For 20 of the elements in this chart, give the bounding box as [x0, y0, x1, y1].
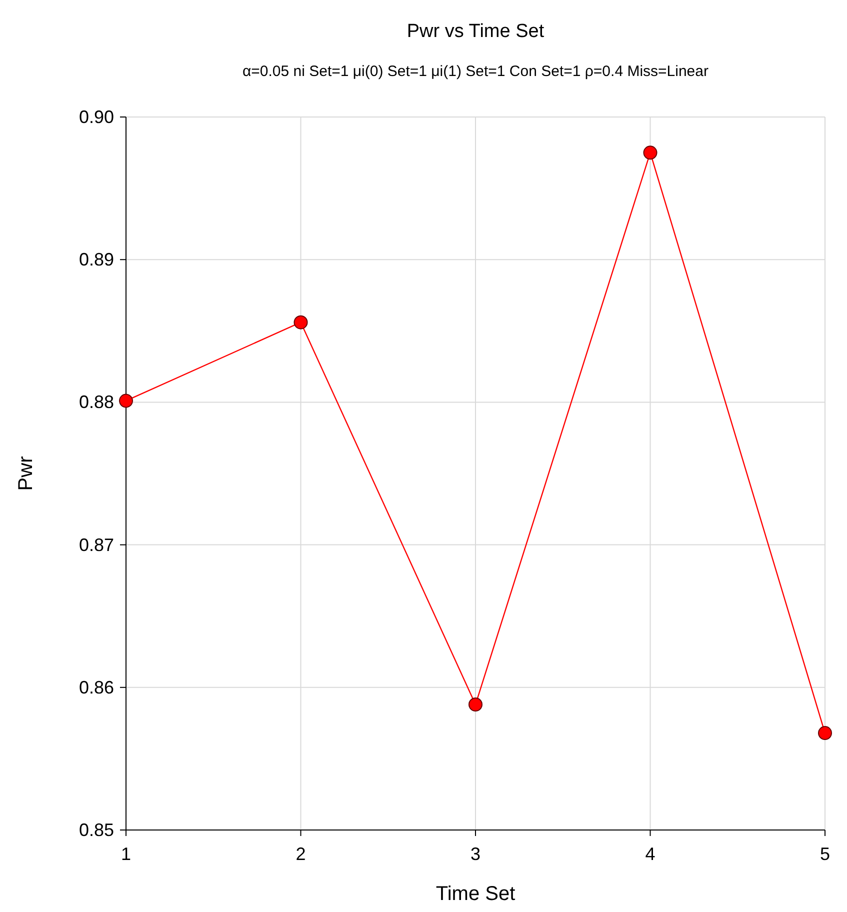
point — [818, 726, 832, 740]
y-tick-label: 0.86 — [78, 677, 114, 698]
point — [468, 698, 482, 712]
point — [119, 394, 133, 408]
y-tick-label: 0.85 — [78, 820, 114, 840]
x-tick-label: 5 — [820, 844, 830, 864]
y-tick-label: 0.90 — [78, 107, 114, 127]
y-tick-label: 0.88 — [78, 392, 114, 412]
chart-title: Pwr vs Time Set — [406, 21, 545, 42]
x-tick-label: 4 — [645, 844, 656, 864]
y-axis-title: Pwr — [15, 456, 37, 491]
point — [294, 315, 308, 330]
x-tick-label: 1 — [120, 844, 132, 864]
chart-subtitle: α=0.05 ni Set=1 μi(0) Set=1 μi(1) Set=1 Con Set=1 ρ=0.4 Miss=Linear — [242, 63, 709, 80]
y-tick-label: 0.87 — [78, 534, 114, 555]
x-tick-label: 3 — [470, 844, 481, 864]
point — [643, 146, 658, 160]
x-tick-label: 2 — [296, 844, 306, 864]
y-tick-label: 0.89 — [78, 250, 114, 270]
x-axis-title: Time Set — [436, 883, 516, 905]
